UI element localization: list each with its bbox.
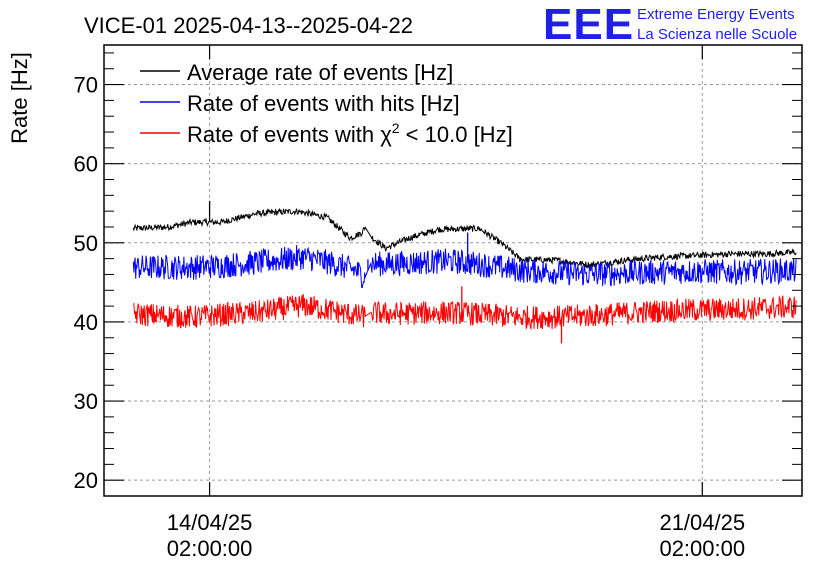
series-path xyxy=(132,207,797,270)
x-tick-date: 21/04/25 xyxy=(659,510,745,535)
legend-entry: Rate of events with χ2 < 10.0 [Hz] xyxy=(140,120,513,147)
legend-label: Rate of events with χ2 < 10.0 [Hz] xyxy=(187,120,513,147)
y-tick-label: 40 xyxy=(74,310,98,335)
x-tick-time: 02:00:00 xyxy=(167,536,253,561)
y-axis-label: Rate [Hz] xyxy=(7,52,32,144)
y-tick-label: 30 xyxy=(74,389,98,414)
y-tick-label: 20 xyxy=(74,468,98,493)
x-tick-time: 02:00:00 xyxy=(659,536,745,561)
logo-mark: EEE xyxy=(543,0,634,49)
series-path xyxy=(132,293,797,331)
legend-entry: Rate of events with hits [Hz] xyxy=(140,91,460,116)
y-tick-label: 50 xyxy=(74,231,98,256)
plot-area xyxy=(132,200,797,344)
legend-entry: Average rate of events [Hz] xyxy=(140,60,453,85)
axes: 20304050607014/04/2502:00:0021/04/2502:0… xyxy=(74,44,803,561)
series-line xyxy=(132,286,797,344)
y-tick-label: 70 xyxy=(74,73,98,98)
plot-frame xyxy=(103,44,803,497)
series-path xyxy=(132,245,797,289)
legend-label: Rate of events with hits [Hz] xyxy=(187,91,460,116)
eee-logo: EEE Extreme Energy Events La Scienza nel… xyxy=(543,0,797,49)
series-line xyxy=(132,232,797,289)
y-tick-label: 60 xyxy=(74,152,98,177)
series-line xyxy=(132,200,797,270)
logo-line-1: Extreme Energy Events xyxy=(637,6,795,23)
legend-label: Average rate of events [Hz] xyxy=(187,60,453,85)
x-tick-date: 14/04/25 xyxy=(167,510,253,535)
logo-line-2: La Scienza nelle Scuole xyxy=(637,26,797,43)
chart-title: VICE-01 2025-04-13--2025-04-22 xyxy=(84,13,413,38)
legend: Average rate of events [Hz] Rate of event… xyxy=(140,60,513,147)
